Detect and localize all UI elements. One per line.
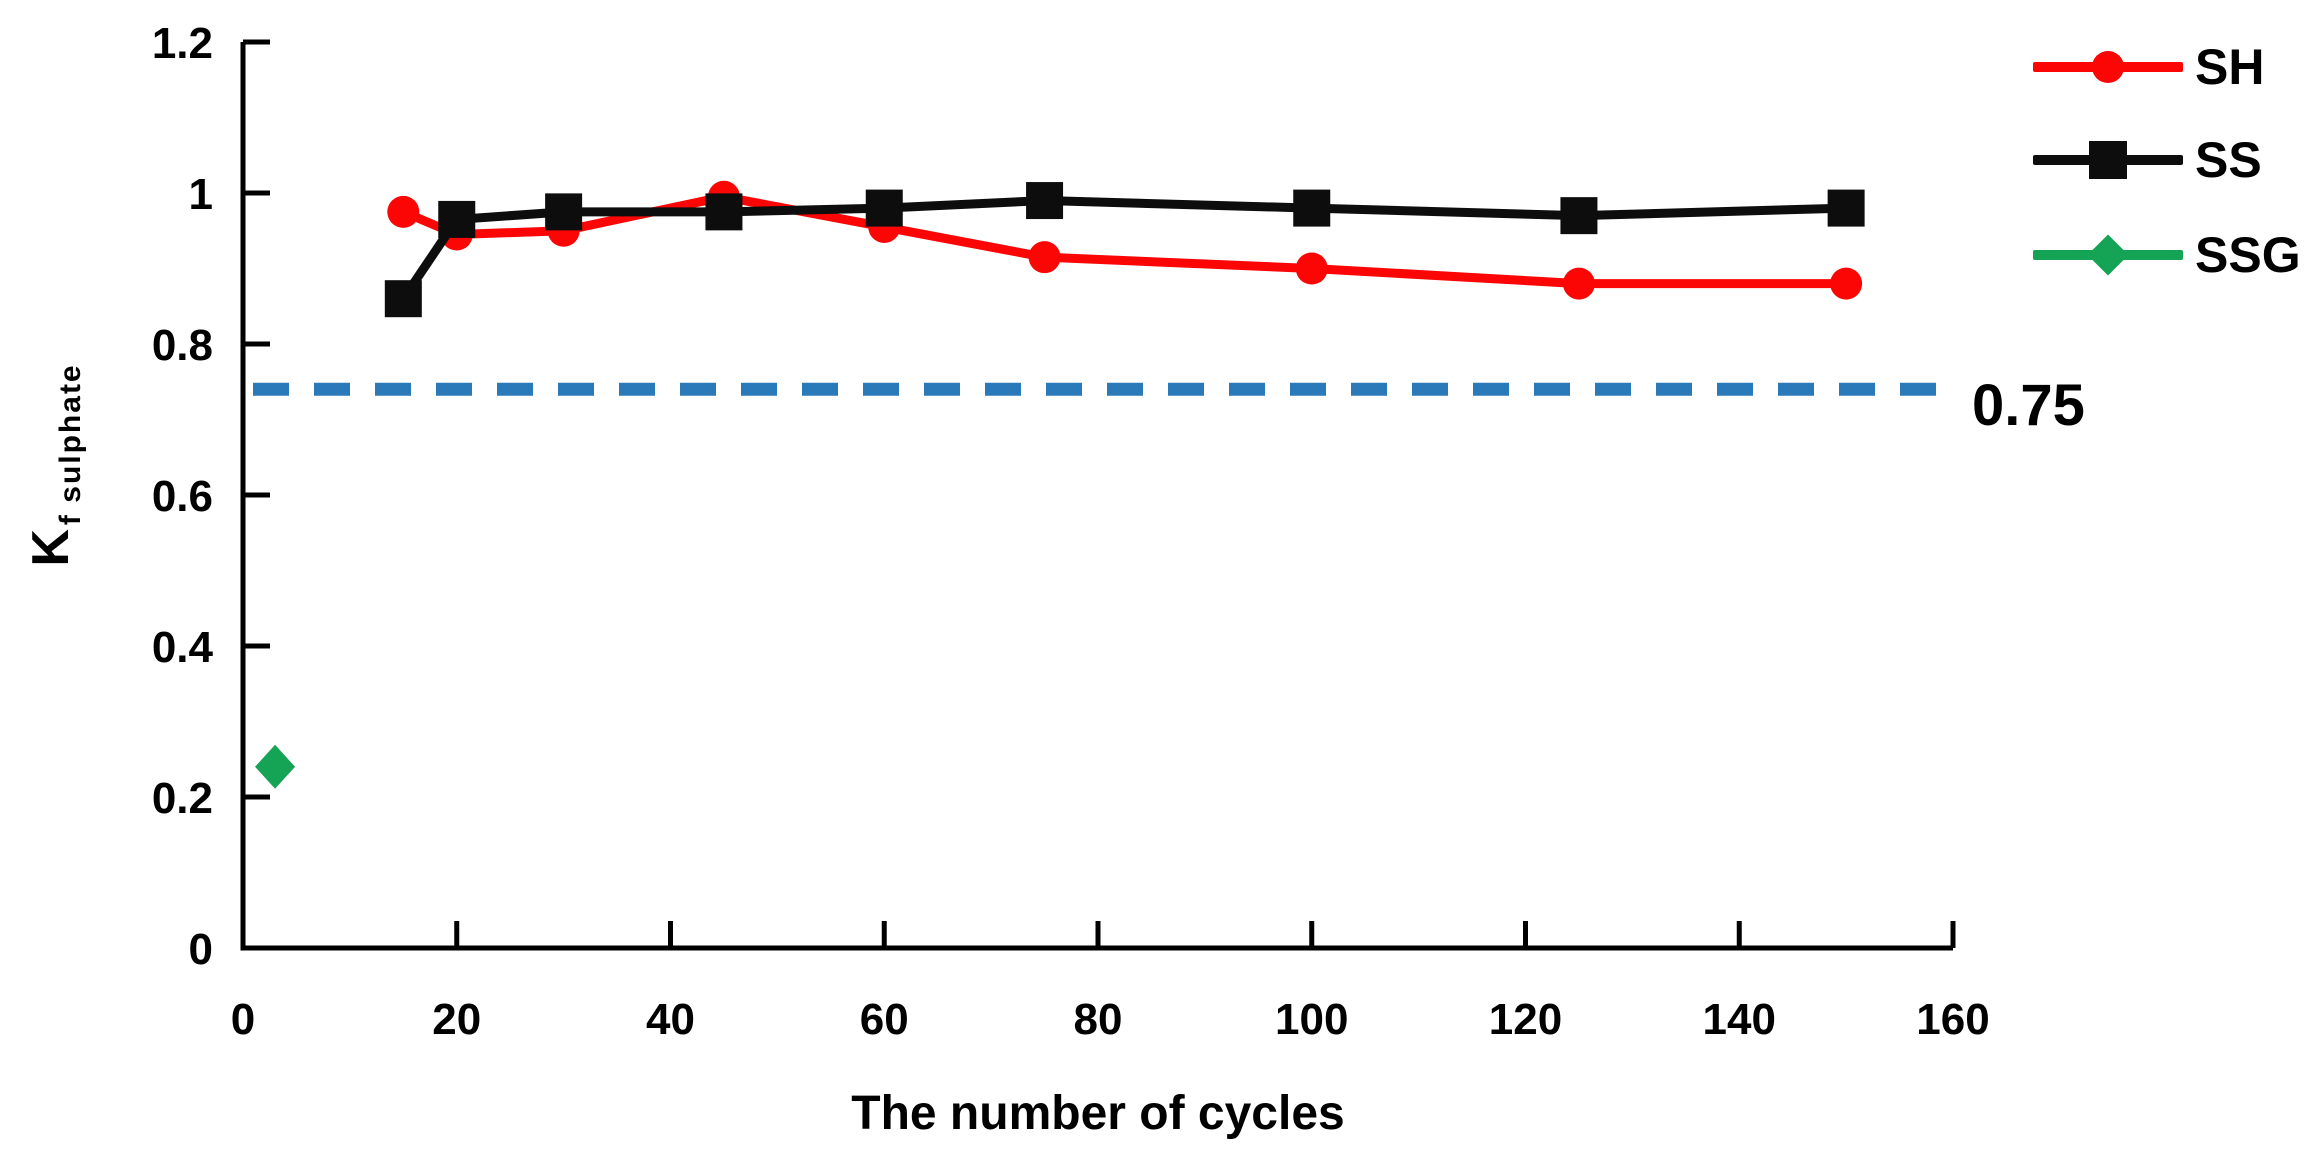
y-axis-title: Kf sulphate (22, 363, 87, 566)
x-tick-label: 120 (1489, 995, 1562, 1044)
x-tick-label: 140 (1703, 995, 1776, 1044)
y-tick-label: 1 (189, 170, 213, 219)
series-SH-marker (1830, 267, 1863, 300)
series-SS-marker (1026, 182, 1064, 220)
axes (240, 42, 1953, 951)
y-tick-label: 0.6 (152, 472, 213, 521)
legend-marker-diamond-icon (2087, 234, 2129, 276)
x-tick-label: 40 (646, 995, 695, 1044)
series-SH-marker (387, 195, 420, 228)
x-tick-label: 20 (432, 995, 481, 1044)
legend-item-sh: SH (2033, 39, 2309, 95)
legend-label: SSG (2195, 227, 2301, 283)
x-tick-label: 100 (1275, 995, 1348, 1044)
y-tick-label: 0.2 (152, 774, 213, 823)
legend-marker-circle-icon (2092, 51, 2124, 83)
series-SH-marker (1562, 267, 1595, 300)
series-SH-marker (1028, 241, 1061, 274)
x-axis-title: The number of cycles (851, 1087, 1345, 1140)
legend-label: SS (2195, 132, 2262, 188)
x-tick-label: 60 (860, 995, 909, 1044)
y-tick-label: 0.4 (152, 623, 214, 672)
y-tick-label: 1.2 (152, 19, 213, 68)
legend-label: SH (2195, 39, 2265, 95)
series-SS-marker (1827, 189, 1865, 227)
legend-line-ss (2033, 141, 2183, 179)
legend-line-ssg (2033, 234, 2183, 276)
series-SH-marker (1295, 252, 1328, 285)
x-tick-label: 80 (1074, 995, 1123, 1044)
threshold-label: 0.75 (1972, 373, 2085, 438)
x-tick-label: 0 (231, 995, 255, 1044)
x-tick-label: 160 (1916, 995, 1989, 1044)
series-SSG-marker (255, 744, 296, 789)
series-SS-marker (545, 193, 583, 231)
series-SS-marker (438, 200, 476, 238)
series-SS-marker (705, 193, 743, 231)
y-tick-label: 0 (189, 925, 213, 974)
series-SS-marker (384, 280, 422, 318)
legend-item-ssg: SSG (2033, 227, 2309, 283)
legend: SH SS SSG (2033, 0, 2309, 300)
series-SS-marker (865, 189, 903, 227)
legend-line-sh (2033, 51, 2183, 83)
legend-item-ss: SS (2033, 132, 2309, 188)
series-SS-marker (1293, 189, 1331, 227)
y-tick-label: 0.8 (152, 321, 213, 370)
legend-marker-square-icon (2089, 141, 2127, 179)
series-SS-marker (1560, 197, 1598, 235)
